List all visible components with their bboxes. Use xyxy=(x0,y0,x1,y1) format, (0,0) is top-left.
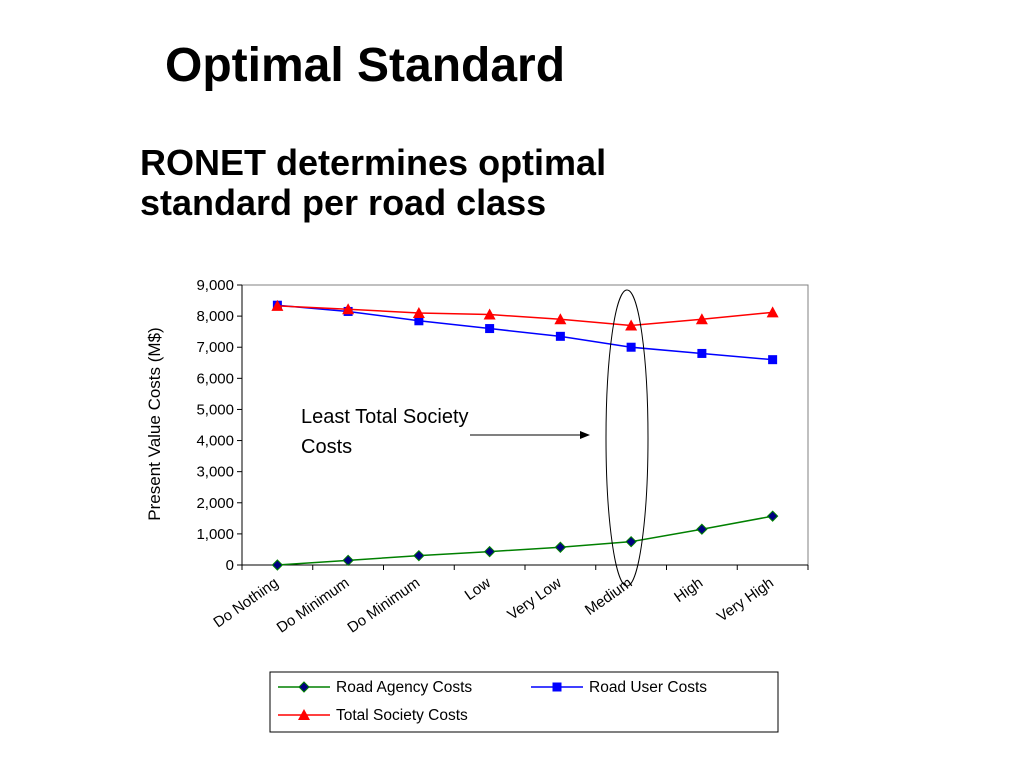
data-point xyxy=(412,307,425,318)
annotation: Least Total Society Costs xyxy=(301,289,649,587)
subtitle-line-1: RONET determines optimal xyxy=(140,142,607,183)
y-tick-label: 6,000 xyxy=(196,370,234,387)
x-tick-label: Do Nothing xyxy=(210,574,281,631)
data-point xyxy=(271,299,284,311)
data-point xyxy=(554,541,567,553)
data-point xyxy=(342,303,355,315)
y-tick-label: 3,000 xyxy=(196,464,234,481)
data-point xyxy=(766,306,779,318)
data-point xyxy=(414,316,424,326)
x-tick-label: Do Minimum xyxy=(344,574,423,636)
series-line xyxy=(277,515,773,566)
data-point xyxy=(483,545,496,558)
y-tick-label: 7,000 xyxy=(196,339,234,356)
x-tick-label: Very Low xyxy=(504,574,564,623)
data-point xyxy=(696,523,708,535)
legend-swatch-marker xyxy=(298,709,310,720)
legend-item: Road User Costs xyxy=(531,679,707,696)
data-point xyxy=(626,342,636,352)
slide-title: Optimal Standard xyxy=(165,39,566,92)
series-line xyxy=(277,304,773,361)
data-point xyxy=(342,554,354,567)
data-point xyxy=(413,549,425,562)
y-tick-label: 8,000 xyxy=(196,308,234,325)
data-point xyxy=(271,559,284,571)
data-point xyxy=(695,313,708,325)
data-point xyxy=(697,348,707,358)
series-road-agency-costs xyxy=(271,510,779,571)
y-tick-label: 5,000 xyxy=(196,401,234,418)
y-tick-label: 1,000 xyxy=(196,526,234,543)
data-point xyxy=(768,355,778,365)
annotation-arrowhead xyxy=(580,431,590,439)
legend-item: Total Society Costs xyxy=(278,707,468,724)
subtitle-line-2: standard per road class xyxy=(140,182,547,223)
y-axis: 0 1,000 2,000 3,000 4,000 5,000 6,000 7,000 8,00… xyxy=(196,277,243,574)
legend-item: Road Agency Costs xyxy=(278,679,472,696)
series-line xyxy=(277,305,773,327)
data-point xyxy=(555,331,565,341)
x-tick-label: Medium xyxy=(582,574,635,619)
data-point xyxy=(554,313,567,325)
x-tick-label: Low xyxy=(462,574,494,604)
legend-box xyxy=(269,671,779,733)
y-axis-label: Present Value Costs (M$) xyxy=(145,327,164,520)
slide-subtitle: RONET determines optimal standard per ro… xyxy=(140,143,840,223)
data-point xyxy=(483,308,496,320)
y-tick-label: 0 xyxy=(226,557,234,574)
data-point xyxy=(625,319,638,331)
series-total-society-costs xyxy=(271,299,779,331)
legend-swatch-marker xyxy=(552,682,562,692)
legend-label: Road User Costs xyxy=(589,679,707,696)
legend-swatch-marker xyxy=(298,681,310,693)
data-point xyxy=(485,324,495,334)
y-tick-label: 4,000 xyxy=(196,433,234,450)
y-tick-label: 9,000 xyxy=(196,277,234,294)
x-tick-label: Do Minimum xyxy=(274,574,353,636)
annotation-line-2: Costs xyxy=(301,436,352,458)
highlight-ellipse xyxy=(605,289,649,587)
legend-label: Road Agency Costs xyxy=(336,679,472,696)
data-point xyxy=(766,510,779,522)
x-tick-label: Very High xyxy=(714,574,777,625)
legend-label: Total Society Costs xyxy=(336,707,468,724)
legend: Road Agency Costs Road User Costs Total So… xyxy=(269,671,779,733)
annotation-line-1: Least Total Society xyxy=(301,406,469,428)
y-tick-label: 2,000 xyxy=(196,495,234,512)
series-layer xyxy=(271,299,779,571)
x-tick-label: High xyxy=(671,574,706,606)
data-point xyxy=(625,535,637,548)
